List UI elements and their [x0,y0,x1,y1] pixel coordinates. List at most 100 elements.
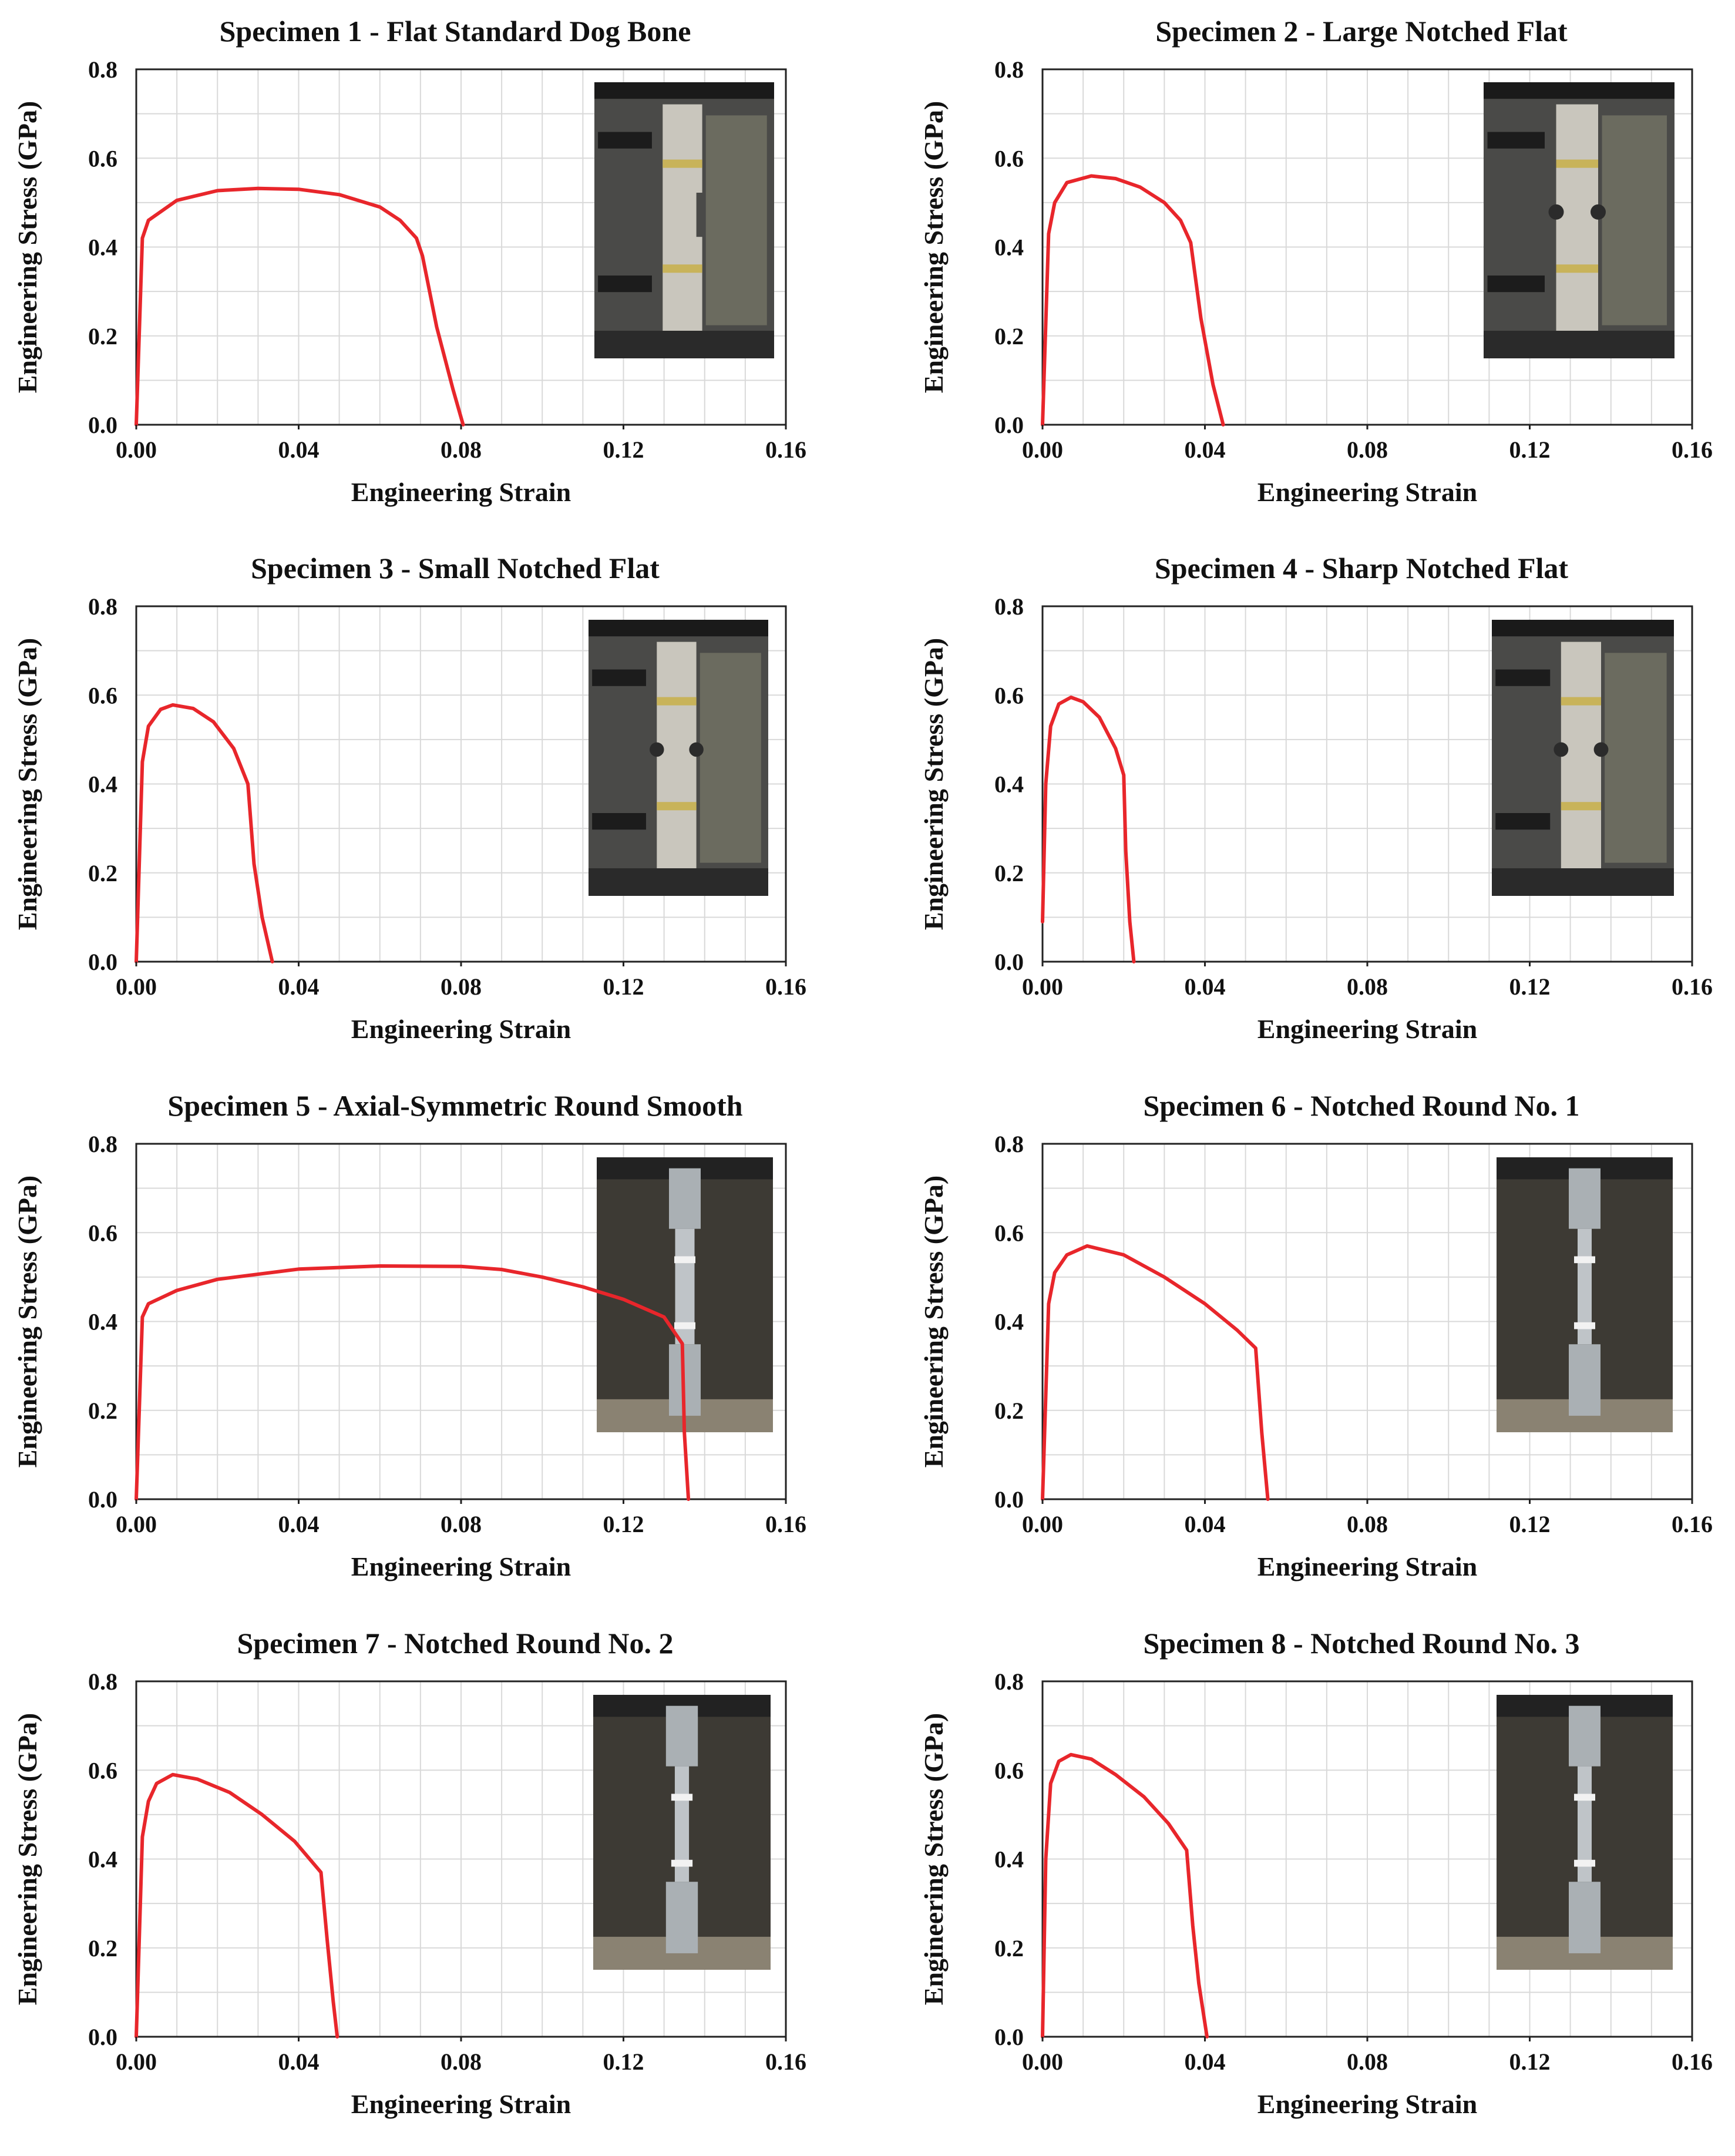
y-tick-label: 0.8 [994,1668,1024,1695]
chart-title: Specimen 8 - Notched Round No. 3 [1143,1627,1579,1660]
y-tick-label: 0.2 [994,323,1024,350]
fixture-arm [598,132,652,149]
x-tick-label: 0.16 [1672,973,1713,1000]
x-tick-label: 0.08 [1347,1511,1388,1537]
fixture-arm [592,669,646,686]
stress-strain-curve [135,1264,691,1501]
x-tick-label: 0.16 [765,973,806,1000]
x-tick-label: 0.00 [1022,436,1063,463]
backplate [1605,653,1667,863]
grip-base [589,868,768,896]
stress-strain-curve [1041,1752,1209,2039]
y-tick-label: 0.6 [88,682,117,708]
y-tick-label: 0.6 [994,145,1024,172]
y-tick-label: 0.4 [994,771,1024,798]
stress-strain-curve [1041,1244,1270,1501]
y-tick-label: 0.0 [994,1486,1024,1513]
y-tick-label: 0.6 [88,1220,117,1246]
x-tick-label: 0.08 [1347,436,1388,463]
chart-panel-1: 0.00 0.04 0.08 0.12 0.16 0.0 0.2 0.4 0.6 0.8 Speci… [12,15,806,507]
round-bar-shoulder [665,1705,698,1767]
x-axis-label: Engineering Strain [1257,477,1477,507]
y-axis-label: Engineering Stress (GPa) [12,1713,42,2005]
backplate [705,115,767,325]
y-axis-label: Engineering Stress (GPa) [919,1176,949,1467]
notch [1554,742,1569,757]
y-tick-label: 0.4 [88,771,117,798]
x-tick-label: 0.08 [441,2048,482,2075]
gauge-mark [671,1859,693,1867]
y-tick-label: 0.2 [994,860,1024,886]
chart-title: Specimen 1 - Flat Standard Dog Bone [220,15,691,48]
gauge-mark [1574,1322,1595,1329]
x-tick-label: 0.16 [765,436,806,463]
y-axis-label: Engineering Stress (GPa) [12,1176,42,1467]
stress-strain-curve [135,186,465,427]
x-tick-label: 0.00 [116,2048,157,2075]
y-axis-label: Engineering Stress (GPa) [919,1713,949,2005]
chart-panel-4-specimen-photo [1492,620,1674,896]
grip-top [1484,82,1675,99]
y-tick-label: 0.4 [88,1846,117,1873]
chart-panel-3: 0.00 0.04 0.08 0.12 0.16 0.0 0.2 0.4 0.6 0.8 Speci… [12,552,806,1044]
y-tick-label: 0.6 [994,1220,1024,1246]
y-tick-label: 0.8 [88,1131,117,1157]
flat-specimen [1561,642,1601,868]
chart-title: Specimen 6 - Notched Round No. 1 [1143,1089,1579,1122]
y-tick-label: 0.2 [88,860,117,886]
x-axis-label: Engineering Strain [351,2089,571,2119]
chart-panel-5: 0.00 0.04 0.08 0.12 0.16 0.0 0.2 0.4 0.6 0.8 Speci… [12,1089,806,1581]
x-tick-label: 0.12 [603,2048,644,2075]
y-tick-label: 0.0 [88,2024,117,2050]
x-tick-label: 0.00 [116,1511,157,1537]
y-tick-label: 0.4 [994,1309,1024,1335]
x-tick-label: 0.16 [765,1511,806,1537]
gauge-tape [663,264,702,273]
chart-panel-2: 0.00 0.04 0.08 0.12 0.16 0.0 0.2 0.4 0.6 0.8 Speci… [919,15,1713,507]
grip-base [1492,868,1674,896]
y-tick-label: 0.4 [88,234,117,261]
chart-panel-8-specimen-photo [1497,1695,1673,1970]
y-tick-label: 0.6 [88,1757,117,1784]
x-tick-label: 0.04 [1185,1511,1226,1537]
notch [689,742,704,757]
gauge-mark [671,1794,693,1801]
grip-base [594,331,774,358]
notch [1548,204,1564,220]
gauge-tape [657,802,697,811]
gauge-tape [1561,802,1601,811]
chart-title: Specimen 4 - Sharp Notched Flat [1155,552,1569,585]
flat-specimen [1556,104,1598,331]
backplate [700,653,761,863]
y-tick-label: 0.6 [994,1757,1024,1784]
y-tick-label: 0.0 [88,412,117,438]
gauge-tape [1561,697,1601,706]
flat-specimen [657,642,697,868]
x-axis-label: Engineering Strain [1257,1014,1477,1044]
round-bar-shoulder [669,1168,701,1229]
round-bar-shoulder [1569,1882,1600,1953]
x-tick-label: 0.08 [441,436,482,463]
chart-panel-6: 0.00 0.04 0.08 0.12 0.16 0.0 0.2 0.4 0.6 0.8 Speci… [919,1089,1713,1581]
fixture-arm [1487,276,1545,293]
y-axis-label: Engineering Stress (GPa) [919,638,949,930]
x-axis-label: Engineering Strain [1257,1551,1477,1581]
chart-panel-8: 0.00 0.04 0.08 0.12 0.16 0.0 0.2 0.4 0.6 0.8 Speci… [919,1627,1713,2119]
chart-title: Specimen 2 - Large Notched Flat [1155,15,1568,48]
x-axis-label: Engineering Strain [1257,2089,1477,2119]
x-tick-label: 0.12 [1509,973,1551,1000]
y-tick-label: 0.0 [88,949,117,975]
gauge-tape [657,697,697,706]
x-tick-label: 0.12 [1509,2048,1551,2075]
fixture-arm [1495,669,1551,686]
notch [650,742,664,757]
x-tick-label: 0.16 [765,2048,806,2075]
y-axis-label: Engineering Stress (GPa) [919,101,949,393]
y-tick-label: 0.2 [88,1398,117,1424]
x-axis-label: Engineering Strain [351,1014,571,1044]
x-tick-label: 0.00 [116,436,157,463]
y-tick-label: 0.0 [88,1486,117,1513]
chart-panel-1-specimen-photo [594,82,774,358]
x-tick-label: 0.04 [1185,2048,1226,2075]
y-axis-label: Engineering Stress (GPa) [12,101,42,393]
